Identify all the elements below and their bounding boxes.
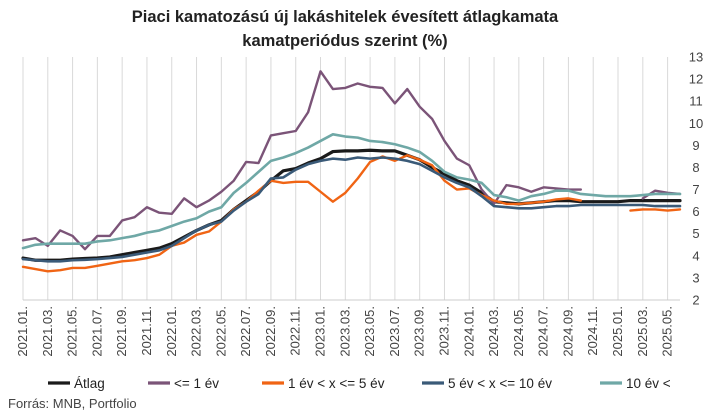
y-tick-label: 13 bbox=[689, 50, 703, 65]
y-tick-label: 6 bbox=[692, 204, 699, 219]
x-tick-label: 2022.11. bbox=[288, 306, 303, 356]
x-tick-label: 2021.01. bbox=[15, 306, 30, 357]
legend: Átlag <= 1 év 1 év < x <= 5 év 5 év < x <= … bbox=[48, 376, 671, 391]
y-tick-label: 4 bbox=[692, 248, 699, 263]
y-tick-label: 5 bbox=[692, 226, 699, 241]
y-tick-label: 3 bbox=[692, 270, 699, 285]
series-lines bbox=[21, 70, 682, 273]
x-tick-label: 2024.05. bbox=[511, 306, 526, 357]
x-tick-label: 2021.09. bbox=[114, 306, 129, 357]
x-tick-label: 2024.07. bbox=[536, 306, 551, 357]
legend-label: 10 év < bbox=[626, 376, 671, 391]
series-line bbox=[21, 154, 682, 273]
legend-label: 5 év < x <= 10 év bbox=[448, 376, 552, 391]
x-tick-label: 2023.01. bbox=[313, 306, 328, 357]
y-tick-label: 7 bbox=[692, 182, 699, 197]
x-tick-label: 2023.11. bbox=[436, 306, 451, 356]
x-tick-label: 2025.01. bbox=[610, 306, 625, 357]
y-tick-label: 11 bbox=[689, 94, 703, 109]
y-tick-label: 2 bbox=[692, 293, 699, 308]
x-tick-label: 2022.07. bbox=[238, 306, 253, 357]
x-tick-label: 2024.11. bbox=[585, 306, 600, 356]
series-line bbox=[21, 148, 682, 262]
source-note: Forrás: MNB, Portfolio bbox=[8, 396, 137, 411]
x-tick-label: 2025.03. bbox=[635, 306, 650, 357]
legend-label: Átlag bbox=[74, 376, 105, 391]
x-tick-label: 2024.01. bbox=[461, 306, 476, 357]
x-tick-label: 2024.09. bbox=[560, 306, 575, 357]
x-tick-label: 2022.05. bbox=[213, 306, 228, 357]
x-tick-label: 2024.03. bbox=[486, 306, 501, 357]
x-axis-ticks: 2021.01. 2021.03. 2021.05. 2021.07. 2021.09.… bbox=[15, 306, 675, 357]
vertical-gridlines bbox=[22, 57, 669, 300]
chart-subtitle: kamatperiódus szerint (%) bbox=[242, 32, 447, 50]
series-line bbox=[21, 156, 682, 263]
x-tick-label: 2021.07. bbox=[89, 306, 104, 357]
x-tick-label: 2022.01. bbox=[164, 306, 179, 357]
x-tick-label: 2022.09. bbox=[263, 306, 278, 357]
y-tick-label: 12 bbox=[689, 72, 703, 87]
y-tick-label: 10 bbox=[689, 116, 703, 131]
chart-title: Piaci kamatozású új lakáshitelek évesíte… bbox=[132, 8, 559, 26]
x-tick-label: 2023.07. bbox=[387, 306, 402, 357]
y-tick-label: 8 bbox=[692, 160, 699, 175]
x-tick-label: 2023.09. bbox=[412, 306, 427, 357]
x-tick-label: 2021.05. bbox=[65, 306, 80, 357]
series-line bbox=[21, 133, 682, 250]
y-tick-label: 9 bbox=[692, 138, 699, 153]
x-tick-label: 2023.05. bbox=[362, 306, 377, 357]
x-tick-label: 2021.11. bbox=[139, 306, 154, 356]
x-tick-label: 2023.03. bbox=[337, 306, 352, 357]
y-axis-ticks: 2 3 4 5 6 7 8 9 10 11 12 13 bbox=[689, 50, 703, 308]
x-tick-label: 2022.03. bbox=[189, 306, 204, 357]
series-line bbox=[21, 70, 682, 251]
x-tick-label: 2025.05. bbox=[660, 306, 675, 357]
x-tick-label: 2021.03. bbox=[40, 306, 55, 357]
legend-label: 1 év < x <= 5 év bbox=[288, 376, 385, 391]
legend-label: <= 1 év bbox=[174, 376, 219, 391]
